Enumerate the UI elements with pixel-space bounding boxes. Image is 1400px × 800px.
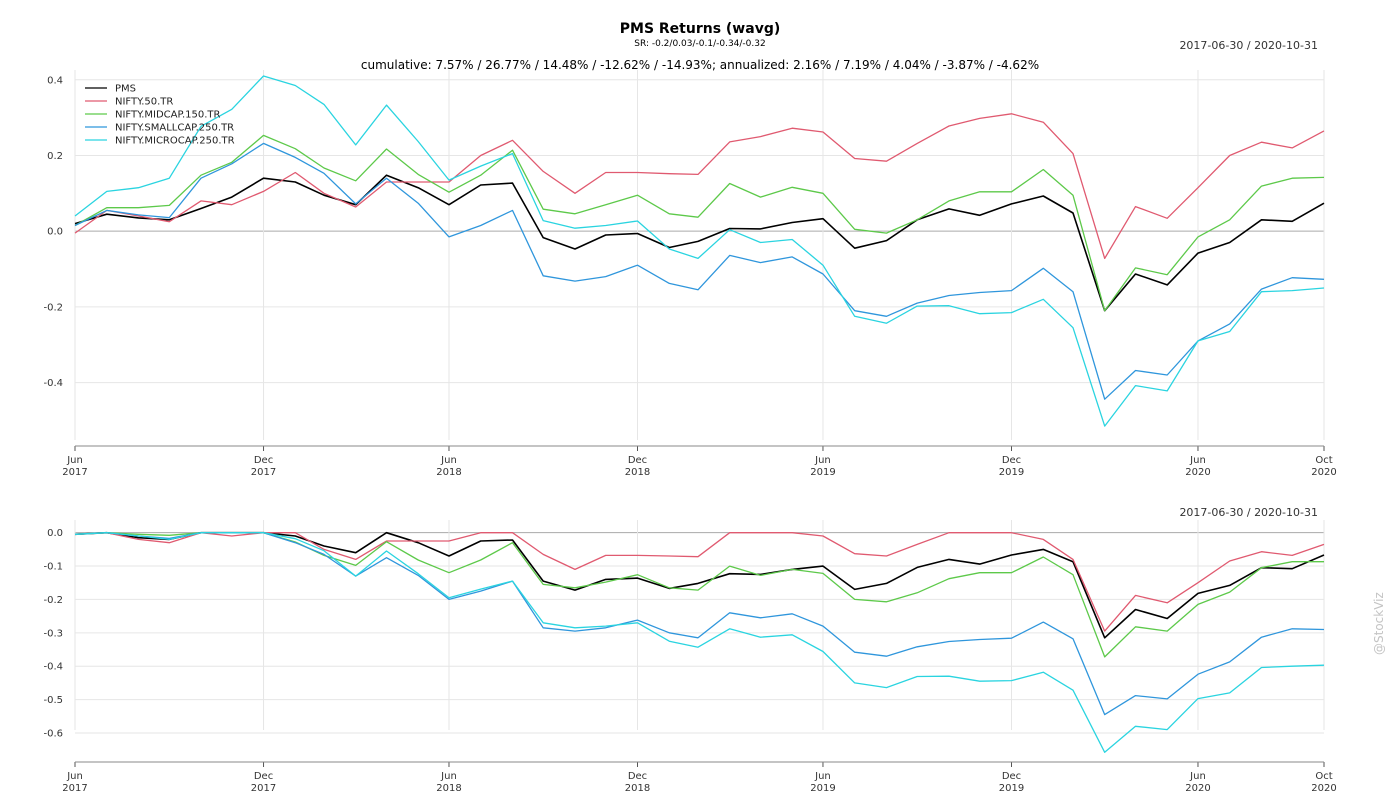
x-tick-label-year: 2019 — [810, 783, 835, 794]
x-tick-label-year: 2017 — [62, 467, 87, 478]
series-line-nifty-microcap-250-tr — [74, 75, 1325, 427]
sharpe-ratio-text: SR: -0.2/0.03/-0.1/-0.34/-0.32 — [634, 39, 766, 49]
y-tick-label: 0.0 — [47, 227, 63, 238]
legend-label: NIFTY.SMALLCAP.250.TR — [115, 123, 234, 134]
series-line-nifty-50-tr — [74, 113, 1325, 260]
x-tick-label-year: 2018 — [436, 783, 461, 794]
series-line-pms — [74, 531, 1325, 639]
x-tick-label-year: 2020 — [1185, 467, 1210, 478]
x-tick-label-month: Jun — [440, 771, 457, 782]
returns-chart: 0.40.20.0-0.2-0.4Jun2017Dec2017Jun2018De… — [43, 70, 1337, 478]
x-tick-label-year: 2017 — [251, 467, 276, 478]
x-tick-label-month: Jun — [814, 771, 831, 782]
series-line-nifty-smallcap-250-tr — [74, 142, 1325, 400]
legend-label: PMS — [115, 84, 136, 95]
y-tick-label: 0.2 — [47, 151, 63, 162]
legend-label: NIFTY.50.TR — [115, 97, 173, 108]
date-range-bottom: 2017-06-30 / 2020-10-31 — [1179, 506, 1318, 519]
drawdown-chart: 0.0-0.1-0.2-0.3-0.4-0.5-0.6Jun2017Dec201… — [43, 520, 1337, 794]
chart-title: PMS Returns (wavg) — [619, 21, 781, 37]
y-tick-label: -0.4 — [43, 662, 63, 673]
x-tick-label-year: 2018 — [436, 467, 461, 478]
x-tick-label-month: Jun — [814, 455, 831, 466]
date-range-top: 2017-06-30 / 2020-10-31 — [1179, 39, 1318, 52]
y-tick-label: -0.6 — [43, 728, 63, 739]
y-tick-label: 0.0 — [47, 528, 63, 539]
x-tick-label-month: Dec — [1002, 771, 1021, 782]
x-tick-label-year: 2017 — [62, 783, 87, 794]
y-tick-label: 0.4 — [47, 75, 63, 86]
legend-label: NIFTY.MICROCAP.250.TR — [115, 136, 235, 147]
y-tick-label: -0.1 — [43, 562, 63, 573]
y-tick-label: -0.3 — [43, 628, 63, 639]
series-line-nifty-microcap-250-tr — [74, 532, 1325, 753]
x-tick-label-month: Jun — [66, 771, 83, 782]
x-tick-label-month: Jun — [66, 455, 83, 466]
x-tick-label-year: 2018 — [625, 783, 650, 794]
x-tick-label-year: 2020 — [1311, 467, 1336, 478]
x-tick-label-month: Dec — [254, 771, 273, 782]
x-tick-label-year: 2019 — [810, 467, 835, 478]
x-tick-label-year: 2020 — [1311, 783, 1336, 794]
x-tick-label-year: 2018 — [625, 467, 650, 478]
y-tick-label: -0.2 — [43, 302, 63, 313]
y-tick-label: -0.4 — [43, 378, 63, 389]
x-tick-label-year: 2017 — [251, 783, 276, 794]
x-tick-label-month: Jun — [1189, 771, 1206, 782]
series-line-nifty-50-tr — [74, 532, 1325, 632]
x-tick-label-year: 2020 — [1185, 783, 1210, 794]
series-line-nifty-midcap-150-tr — [74, 532, 1324, 658]
x-tick-label-month: Jun — [1189, 455, 1206, 466]
x-tick-label-month: Dec — [628, 455, 647, 466]
series-line-nifty-midcap-150-tr — [74, 134, 1325, 312]
y-tick-label: -0.2 — [43, 595, 63, 606]
x-tick-label-month: Dec — [628, 771, 647, 782]
x-tick-label-month: Oct — [1315, 771, 1332, 782]
series-line-pms — [74, 174, 1325, 312]
series-line-nifty-smallcap-250-tr — [74, 532, 1325, 716]
legend-label: NIFTY.MIDCAP.150.TR — [115, 110, 221, 121]
x-tick-label-year: 2019 — [999, 783, 1024, 794]
returns-summary: cumulative: 7.57% / 26.77% / 14.48% / -1… — [360, 58, 1040, 72]
x-tick-label-month: Jun — [440, 455, 457, 466]
x-tick-label-month: Dec — [1002, 455, 1021, 466]
y-tick-label: -0.5 — [43, 695, 63, 706]
x-tick-label-month: Oct — [1315, 455, 1332, 466]
x-tick-label-month: Dec — [254, 455, 273, 466]
x-tick-label-year: 2019 — [999, 467, 1024, 478]
